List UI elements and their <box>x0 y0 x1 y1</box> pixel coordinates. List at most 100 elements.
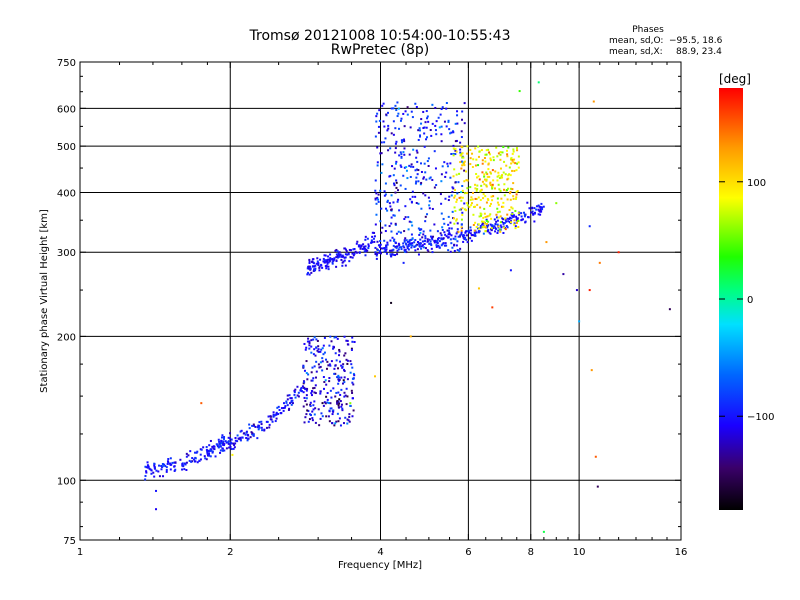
data-point <box>415 168 418 171</box>
chart-subtitle: RwPretec (8p) <box>331 42 429 58</box>
data-point <box>375 213 378 216</box>
data-point <box>402 261 405 264</box>
data-point <box>334 364 337 367</box>
data-point <box>351 252 354 255</box>
data-point <box>539 213 542 216</box>
data-point <box>398 243 401 246</box>
data-point <box>434 167 437 170</box>
data-point <box>400 117 403 120</box>
data-point <box>169 457 172 460</box>
data-point <box>302 380 305 383</box>
data-point <box>313 265 316 268</box>
data-point <box>313 413 316 416</box>
data-point <box>336 412 339 415</box>
data-point <box>507 174 510 177</box>
data-point <box>145 466 148 469</box>
data-point <box>419 183 422 186</box>
data-point <box>485 201 488 204</box>
data-point <box>330 396 333 399</box>
data-point <box>484 153 487 156</box>
data-point <box>327 258 330 261</box>
data-point <box>495 220 498 223</box>
data-point <box>435 245 438 248</box>
data-point <box>402 242 405 245</box>
data-point <box>492 156 495 159</box>
data-point <box>424 237 427 240</box>
data-point <box>374 179 377 182</box>
data-point <box>394 104 397 107</box>
data-point <box>239 439 242 442</box>
data-point <box>219 449 222 452</box>
data-point <box>492 159 495 162</box>
data-point <box>313 365 316 368</box>
data-point <box>500 175 503 178</box>
data-point <box>596 485 599 488</box>
data-point <box>416 248 419 251</box>
data-point <box>515 217 518 220</box>
data-point <box>494 227 497 230</box>
data-point <box>515 221 518 224</box>
data-point <box>260 423 263 426</box>
data-point <box>440 133 443 136</box>
data-point <box>410 244 413 247</box>
data-point <box>463 192 466 195</box>
data-point <box>469 163 472 166</box>
data-point <box>497 216 500 219</box>
data-point <box>333 424 336 427</box>
data-point <box>489 157 492 160</box>
data-point <box>384 249 387 252</box>
data-point <box>402 112 405 115</box>
data-point <box>454 209 457 212</box>
data-point <box>397 248 400 251</box>
data-point <box>414 249 417 252</box>
data-point <box>318 269 321 272</box>
data-point <box>390 255 393 258</box>
data-point <box>386 243 389 246</box>
data-point <box>476 184 479 187</box>
data-point <box>465 170 468 173</box>
data-point <box>415 149 418 152</box>
data-point <box>310 339 313 342</box>
data-point <box>330 360 333 363</box>
data-point <box>517 155 520 158</box>
data-point <box>307 420 310 423</box>
data-point <box>199 458 202 461</box>
data-point <box>346 343 349 346</box>
data-point <box>465 179 468 182</box>
data-point <box>320 348 323 351</box>
data-point <box>477 164 480 167</box>
data-point <box>407 248 410 251</box>
data-point <box>389 147 392 150</box>
data-point <box>384 248 387 251</box>
data-point <box>472 223 475 226</box>
data-point <box>227 442 230 445</box>
data-point <box>420 245 423 248</box>
data-point <box>513 222 516 225</box>
data-point <box>221 443 224 446</box>
data-point <box>458 250 461 253</box>
data-point <box>531 207 534 210</box>
data-point <box>190 460 193 463</box>
data-point <box>449 238 452 241</box>
data-point <box>380 231 383 234</box>
data-point <box>246 437 249 440</box>
data-point <box>338 255 341 258</box>
data-point <box>448 195 451 198</box>
data-point <box>383 246 386 249</box>
data-point <box>460 233 463 236</box>
data-point <box>483 225 486 228</box>
data-point <box>336 255 339 258</box>
data-point <box>523 211 526 214</box>
x-tick-label: 1 <box>77 547 83 558</box>
data-point <box>398 246 401 249</box>
data-point <box>380 252 383 255</box>
data-point <box>380 171 383 174</box>
data-point <box>461 207 464 210</box>
data-point <box>217 438 220 441</box>
data-point <box>515 196 518 199</box>
data-point <box>305 397 308 400</box>
data-point <box>338 398 341 401</box>
data-point <box>491 183 494 186</box>
data-point <box>330 340 333 343</box>
